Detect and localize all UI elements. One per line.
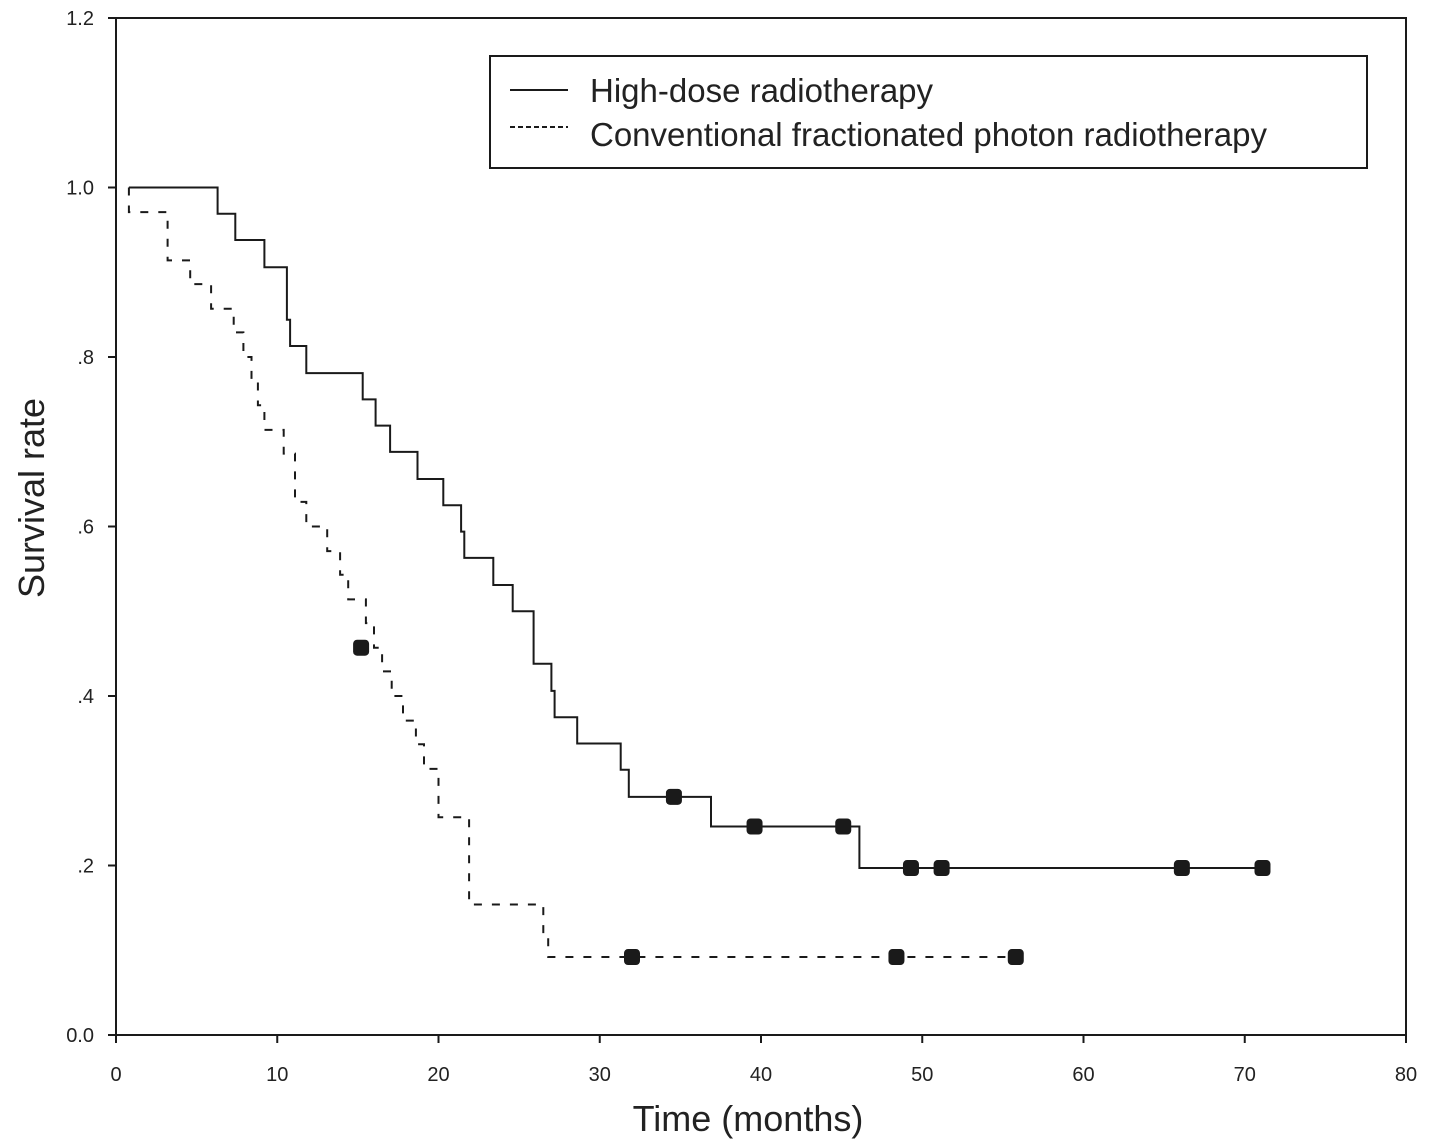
y-axis: 0.0 .2 .4 .6 .8 1.0 1.2 [66, 8, 116, 1047]
y-tick-label: .8 [77, 347, 94, 369]
censor-marker [888, 949, 905, 966]
censor-marker [624, 949, 640, 966]
x-axis-title: Time (months) [633, 1098, 864, 1139]
y-tick-label: 1.2 [66, 8, 94, 30]
x-tick-label: 30 [589, 1064, 611, 1086]
x-tick-label: 20 [427, 1064, 449, 1086]
y-tick-label: 1.0 [66, 178, 94, 200]
y-tick-label: .4 [77, 686, 94, 708]
x-tick-label: 50 [911, 1064, 933, 1086]
x-tick-label: 80 [1395, 1064, 1417, 1086]
y-axis-title: Survival rate [11, 398, 52, 598]
censor-marker [835, 818, 852, 835]
censor-marker [902, 860, 919, 877]
x-tick-label: 60 [1072, 1064, 1094, 1086]
x-tick-label: 10 [266, 1064, 288, 1086]
y-tick-label: .6 [77, 517, 94, 539]
censor-marker [1173, 860, 1190, 877]
x-tick-label: 70 [1234, 1064, 1256, 1086]
x-tick-label: 40 [750, 1064, 772, 1086]
plot-area [115, 17, 1407, 1036]
censor-marker [353, 639, 370, 656]
y-tick-label: 0.0 [66, 1025, 94, 1047]
censor-marker [1007, 949, 1024, 966]
series-line-2 [127, 187, 1016, 958]
x-axis: 0 10 20 30 40 50 60 70 80 [110, 1035, 1417, 1086]
y-tick-label: .2 [77, 856, 94, 878]
legend-box [489, 55, 1368, 169]
legend-label-series-2: Conventional fractionated photon radioth… [590, 116, 1267, 153]
legend-label-series-1: High-dose radiotherapy [590, 72, 934, 109]
legend: High-dose radiotherapy Conventional frac… [489, 55, 1368, 169]
censor-marker [933, 860, 950, 877]
series-line-1 [128, 186, 1269, 869]
series-layer [127, 186, 1271, 966]
censor-marker [665, 788, 682, 805]
censor-marker [746, 818, 763, 835]
censor-marker [1254, 860, 1271, 877]
x-tick-label: 0 [110, 1064, 121, 1086]
